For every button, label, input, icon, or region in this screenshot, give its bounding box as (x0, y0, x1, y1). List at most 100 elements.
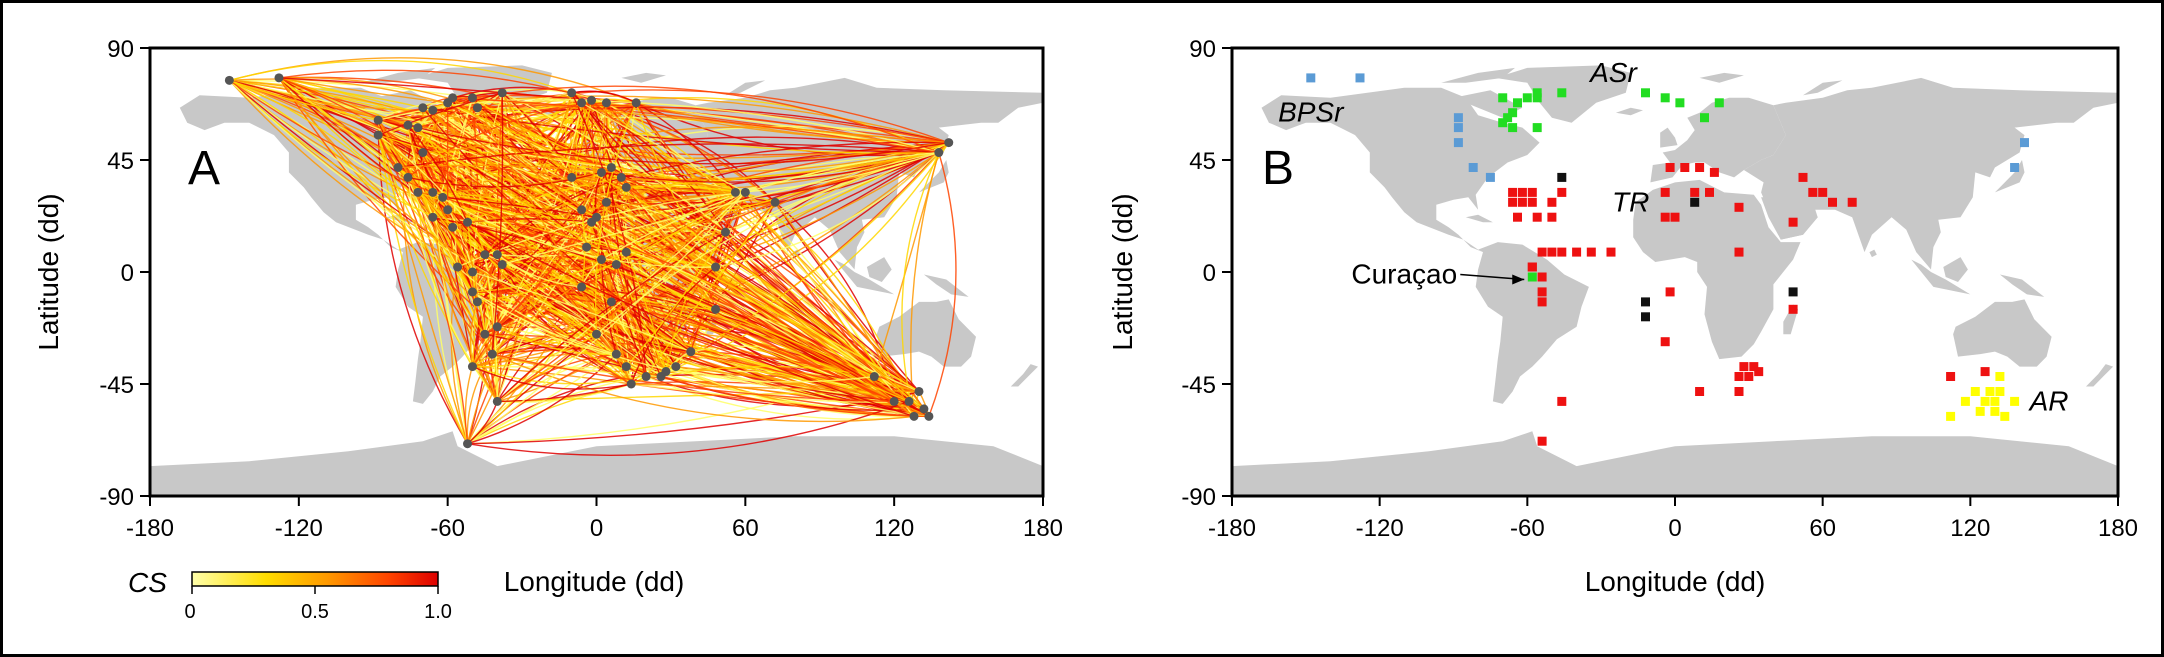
node-a-77 (944, 138, 954, 148)
link-a (278, 77, 379, 136)
land-b-borneo (1943, 257, 1968, 282)
link-a (467, 221, 915, 418)
node-a-4 (403, 120, 413, 130)
site-b-2-48 (1557, 396, 1567, 406)
node-a-32 (467, 287, 477, 297)
site-b-1-0 (1498, 93, 1508, 103)
node-a-65 (720, 227, 730, 237)
land-a-svalbard (621, 72, 666, 83)
site-b-2-12 (1537, 247, 1547, 257)
node-a-42 (606, 162, 616, 172)
link-a (378, 134, 597, 218)
colorbar-tick-label-1: 0.5 (301, 601, 329, 623)
site-b-2-17 (1606, 247, 1616, 257)
link-a (501, 92, 667, 372)
link-a (606, 102, 895, 402)
node-a-54 (606, 297, 616, 307)
link-a (377, 134, 469, 444)
site-b-2-49 (1537, 436, 1547, 446)
site-b-2-30 (1670, 212, 1680, 222)
site-b-2-6 (1547, 197, 1557, 207)
site-b-1-15 (1714, 98, 1724, 108)
land-b (1232, 65, 2118, 496)
site-b-2-38 (1734, 247, 1744, 257)
colorbar-gradient (191, 571, 439, 587)
link-a (660, 365, 875, 378)
link-a (484, 333, 930, 418)
site-b-4-2 (1980, 396, 1990, 406)
link-a (471, 97, 597, 218)
site-b-2-0 (1508, 187, 1518, 197)
y-axis-title-a: Latitude (dd) (33, 193, 64, 350)
site-b-2-25 (1709, 167, 1719, 177)
site-b-2-4 (1517, 197, 1527, 207)
node-a-35 (492, 322, 502, 332)
y-axis-title-b: Latitude (dd) (1107, 193, 1138, 350)
site-b-2-16 (1586, 247, 1596, 257)
annotation-b-4: Curaçao (1351, 258, 1457, 289)
link-a (492, 353, 895, 403)
land-a-indonesia (834, 259, 895, 295)
site-b-4-6 (1975, 406, 1985, 416)
axis-a-ytick-label-0: 90 (107, 36, 134, 63)
link-a (377, 120, 493, 355)
site-b-0-4 (1453, 138, 1463, 148)
node-a-41 (596, 167, 606, 177)
site-b-1-10 (1557, 88, 1567, 98)
node-a-33 (472, 297, 482, 307)
link-a (452, 88, 572, 99)
node-a-17 (631, 98, 641, 108)
site-b-2-15 (1572, 247, 1582, 257)
site-b-2-23 (1680, 163, 1690, 172)
site-b-2-5 (1527, 197, 1537, 207)
link-a (621, 141, 949, 179)
site-b-2-18 (1537, 287, 1547, 297)
link-a (491, 92, 504, 355)
site-b-4-7 (1990, 406, 2000, 416)
site-b-2-35 (1828, 197, 1837, 207)
x-axis-title-a: Longitude (dd) (504, 566, 685, 597)
link-a (484, 201, 776, 335)
link-a (591, 99, 910, 402)
node-a-24 (428, 212, 438, 222)
link-a (496, 177, 622, 328)
node-a-31 (467, 267, 477, 277)
node-a-20 (413, 187, 423, 197)
axis-a-xtick-label-2: -60 (430, 515, 465, 542)
land-a-ellesmere (360, 67, 436, 83)
site-b-1-2 (1522, 93, 1532, 103)
site-b-2-44 (1734, 372, 1744, 381)
link-a (377, 119, 474, 293)
link-a (407, 124, 949, 165)
land-a-new-zealand (1010, 364, 1038, 387)
node-a-43 (616, 172, 626, 182)
link-a (635, 102, 717, 268)
site-b-2-43 (1744, 372, 1754, 381)
link-a (621, 176, 726, 233)
land-b-australia (1953, 299, 2052, 367)
link-a (496, 326, 502, 402)
link-a (601, 151, 939, 261)
site-b-1-9 (1532, 123, 1542, 133)
node-a-74 (919, 404, 929, 414)
link-a (472, 365, 632, 390)
link-a (484, 333, 662, 378)
axis-a-ytick-label-2: 0 (121, 260, 134, 287)
link-a (229, 79, 473, 99)
link-a (469, 301, 479, 367)
site-b-2-42 (1749, 362, 1759, 372)
link-a (471, 99, 593, 367)
node-a-51 (611, 260, 621, 270)
link-a (715, 151, 940, 268)
node-a-12 (497, 88, 507, 98)
land-b-africa (1633, 179, 1801, 360)
axis-ticks-a: -180 -120 -60 0 60 120 180 90 45 0 -45 -90 (99, 36, 1063, 542)
link-a (407, 124, 910, 403)
colorbar: CS 0 0.5 1.0 (128, 567, 452, 623)
node-a-34 (480, 329, 490, 339)
node-a-69 (869, 372, 879, 382)
link-a (447, 102, 925, 410)
land-a-antarctica (150, 431, 1043, 496)
land-b-new-guinea (1999, 274, 2045, 297)
axis-b-xtick-label-0: -180 (1208, 515, 1256, 542)
